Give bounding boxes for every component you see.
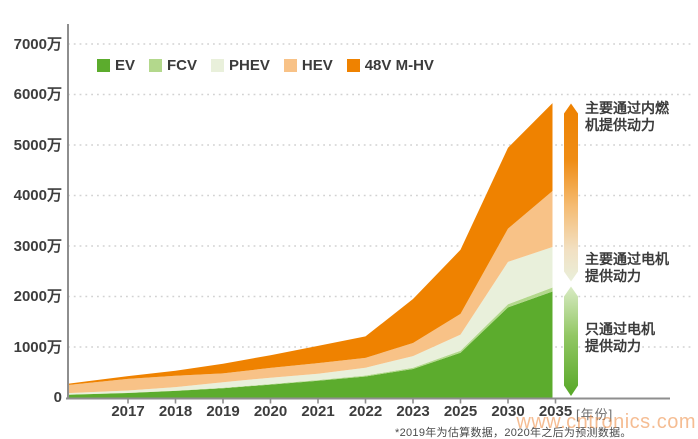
- annotation-only-motor-power: 只通过电机 提供动力: [585, 321, 655, 354]
- annotation-ice-power: 主要通过内燃 机提供动力: [585, 100, 669, 133]
- x-tick-label: 2030: [491, 403, 525, 420]
- x-tick-label: 2017: [111, 403, 145, 420]
- x-axis-unit-label: [年份]: [576, 407, 614, 422]
- watermark: www.cntronics.com: [516, 411, 696, 433]
- x-axis-ticks: [127, 398, 557, 404]
- y-tick-label: 2000万: [13, 288, 62, 305]
- x-tick-label: 2021: [301, 403, 335, 420]
- x-tick-label: 2019: [206, 403, 240, 420]
- legend-label: 48V M-HV: [364, 57, 434, 74]
- powertrain-arrow-ice-to-motor: [564, 103, 578, 282]
- x-tick-label: 2020: [253, 403, 288, 420]
- area-series-ev: [68, 291, 553, 398]
- legend-item-fcv: FCV: [149, 57, 197, 74]
- legend-swatch: [149, 59, 163, 72]
- area-series-48v-m-hv: [68, 103, 553, 385]
- legend-label: HEV: [301, 57, 333, 74]
- area-series-hev: [68, 190, 553, 394]
- legend-item-hev: HEV: [283, 57, 333, 74]
- x-tick-label: 2025: [443, 403, 478, 420]
- y-tick-label: 7000万: [13, 35, 62, 53]
- footnote: *2019年为估算数据，2020年之后为预测数据。: [395, 427, 632, 439]
- annotation-mainly-motor-power: 主要通过电机 提供动力: [585, 251, 669, 284]
- legend-item-ev: EV: [97, 57, 135, 74]
- legend-item-phev: PHEV: [211, 57, 270, 74]
- powertrain-arrow-motor-only: [564, 286, 578, 396]
- area-series-group: [68, 103, 553, 398]
- y-tick-label: 4000万: [13, 187, 62, 204]
- legend-swatch: [97, 59, 110, 72]
- x-tick-label: 2022: [348, 403, 383, 420]
- x-tick-label: 2018: [158, 403, 193, 420]
- y-tick-label: 0: [53, 389, 62, 406]
- area-series-phev: [68, 247, 553, 395]
- x-tick-label: 2023: [396, 403, 430, 420]
- x-tick-label: 2035: [538, 403, 573, 420]
- legend-label: PHEV: [229, 57, 270, 74]
- y-tick-label: 5000万: [13, 136, 62, 154]
- y-tick-label: 1000万: [13, 338, 62, 356]
- legend-swatch: [283, 59, 297, 72]
- legend-swatch: [346, 59, 360, 72]
- legend-item-48v-m-hv: 48V M-HV: [346, 57, 434, 74]
- legend-label: EV: [115, 57, 136, 74]
- legend-swatch: [211, 59, 225, 72]
- y-tick-label: 6000万: [13, 86, 62, 103]
- y-tick-label: 3000万: [13, 237, 62, 255]
- chart-legend: EV FCV PHEV HEV 48V M-HV: [97, 57, 434, 74]
- gridlines: [68, 43, 692, 348]
- legend-label: FCV: [167, 57, 198, 74]
